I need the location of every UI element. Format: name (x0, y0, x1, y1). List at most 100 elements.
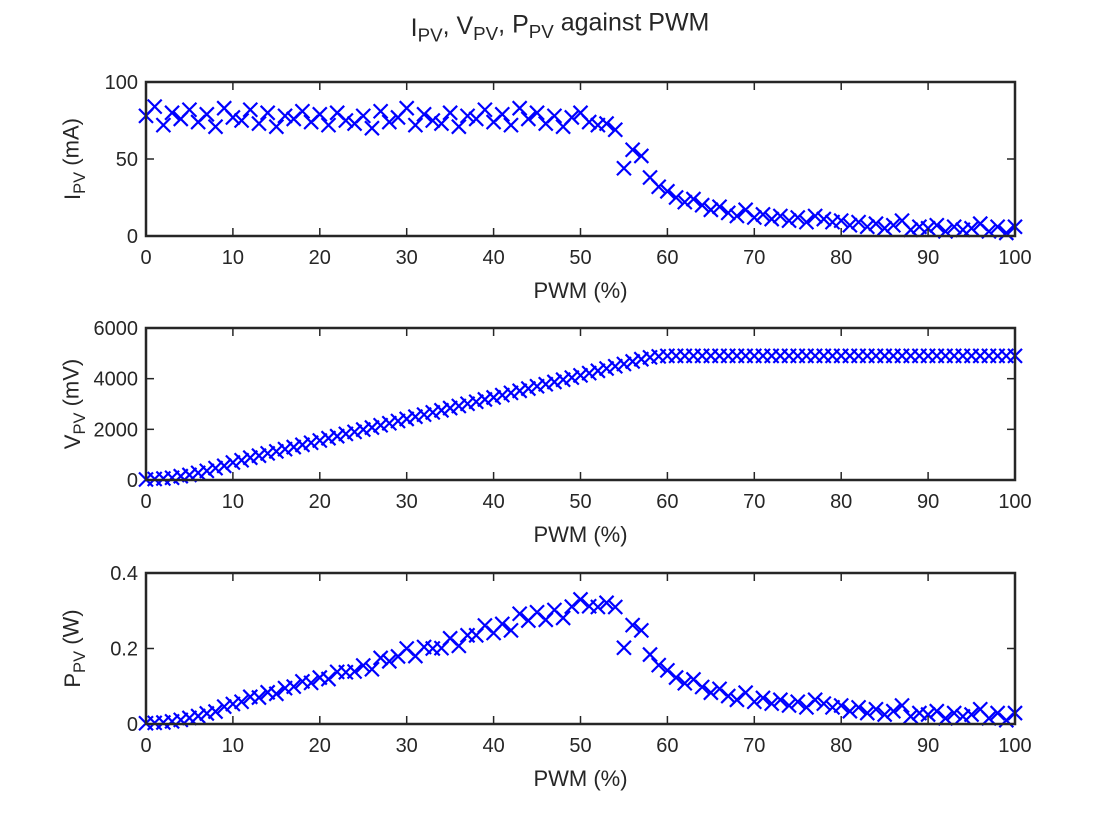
marker (572, 367, 589, 384)
marker (720, 688, 737, 704)
y-tick-label: 0 (127, 470, 138, 492)
marker (833, 212, 849, 229)
marker (581, 365, 597, 381)
marker (329, 428, 345, 444)
x-tick-label: 70 (743, 735, 765, 757)
marker (251, 115, 267, 132)
marker (633, 148, 650, 164)
marker (885, 217, 902, 233)
marker (650, 657, 667, 673)
marker (781, 697, 797, 714)
marker (164, 105, 180, 121)
marker (259, 105, 276, 121)
marker (312, 106, 328, 123)
marker (546, 108, 563, 124)
marker (789, 693, 806, 710)
marker (564, 369, 580, 386)
y-tick-label: 2000 (94, 419, 139, 441)
marker (451, 638, 467, 654)
marker (781, 212, 797, 229)
marker (503, 117, 519, 133)
x-tick-label: 100 (998, 247, 1031, 269)
x-tick-label: 70 (743, 247, 765, 269)
x-tick-label: 80 (830, 491, 852, 513)
marker (564, 109, 580, 126)
x-tick-label: 20 (309, 491, 331, 513)
marker (624, 141, 641, 158)
x-tick-label: 0 (140, 735, 151, 757)
x-axis-label: PWM (%) (533, 766, 627, 791)
marker (963, 706, 980, 723)
marker (285, 678, 302, 695)
marker (511, 605, 528, 622)
y-tick-label: 50 (116, 149, 138, 171)
marker (520, 380, 537, 397)
x-tick-label: 50 (569, 735, 591, 757)
x-tick-label: 70 (743, 491, 765, 513)
marker (181, 101, 198, 118)
marker (677, 675, 693, 692)
marker (285, 439, 302, 455)
marker (433, 115, 450, 132)
marker (746, 209, 763, 226)
marker (590, 599, 606, 615)
x-tick-label: 30 (396, 491, 418, 513)
marker (146, 98, 163, 115)
marker (598, 360, 615, 377)
plot-area (146, 82, 1015, 236)
x-tick-label: 0 (140, 491, 151, 513)
marker (555, 610, 571, 626)
marker (581, 114, 597, 130)
marker (624, 353, 641, 370)
marker (398, 411, 415, 427)
x-tick-label: 50 (569, 247, 591, 269)
marker (572, 591, 589, 608)
marker (659, 183, 676, 200)
marker (207, 460, 224, 476)
marker (798, 214, 815, 230)
marker (772, 692, 789, 708)
x-tick-label: 60 (656, 735, 678, 757)
marker (503, 622, 519, 639)
marker (807, 692, 823, 708)
marker (451, 118, 467, 135)
marker (199, 106, 215, 123)
marker (485, 389, 502, 406)
x-axis-label: PWM (%) (533, 278, 627, 303)
marker (303, 434, 319, 451)
marker (816, 211, 832, 227)
marker (729, 208, 745, 224)
x-tick-label: 60 (656, 247, 678, 269)
marker (355, 108, 372, 124)
marker (372, 650, 389, 666)
y-tick-label: 4000 (94, 369, 139, 391)
marker (277, 108, 293, 124)
marker (381, 114, 398, 130)
x-tick-label: 10 (222, 491, 244, 513)
marker (155, 117, 172, 133)
marker (998, 225, 1015, 241)
y-tick-label: 100 (105, 72, 138, 94)
marker (772, 208, 789, 224)
marker (755, 206, 771, 223)
marker (816, 695, 832, 712)
x-tick-label: 30 (396, 735, 418, 757)
marker (268, 686, 285, 702)
marker (233, 452, 250, 469)
marker (694, 197, 710, 213)
marker (720, 205, 737, 221)
x-tick-label: 40 (482, 247, 504, 269)
marker (511, 100, 528, 116)
marker (850, 214, 867, 230)
marker (529, 105, 545, 121)
marker (216, 698, 232, 715)
y-tick-label: 0.2 (110, 639, 138, 661)
marker (216, 458, 232, 474)
marker (242, 101, 259, 118)
marker (642, 646, 658, 663)
marker (755, 690, 771, 706)
x-tick-label: 20 (309, 735, 331, 757)
marker (842, 703, 858, 719)
marker (364, 419, 380, 436)
plot-area (146, 573, 1015, 724)
